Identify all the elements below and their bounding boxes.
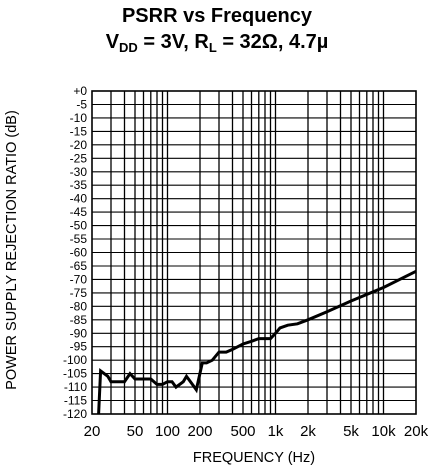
y-tick-label: -35 — [70, 178, 88, 192]
y-tick-label: -70 — [70, 272, 88, 286]
y-tick-label: -85 — [70, 313, 88, 327]
subtitle-vdd-value: = 3V, R — [137, 31, 209, 53]
x-tick-label: 5k — [343, 423, 359, 440]
plot-frame — [91, 90, 417, 415]
y-tick-label: -15 — [70, 124, 88, 138]
psrr-series-line — [97, 269, 417, 415]
subtitle-vdd: V — [105, 31, 120, 53]
subtitle-rl-value: = 32Ω, 4.7µ — [216, 31, 329, 53]
x-tick-labels: 20 50 100 200 500 1k 2k 5k 10k 20k — [84, 423, 429, 440]
subtitle-rl-subscript: L — [208, 40, 217, 55]
y-tick-label: -60 — [70, 246, 88, 260]
y-tick-label: -25 — [70, 151, 88, 165]
x-tick-label: 200 — [187, 423, 212, 440]
y-tick-label: -40 — [70, 192, 88, 206]
y-tick-label: -110 — [64, 380, 87, 394]
y-tick-label: +0 — [73, 84, 87, 98]
x-tick-label: 20k — [404, 423, 429, 440]
x-tick-label: 50 — [127, 423, 144, 440]
y-tick-label: -20 — [70, 138, 88, 152]
y-tick-labels: +0-5-10-15-20-25-30-35-40-45-50-55-60-65… — [63, 84, 87, 421]
y-tick-label: -95 — [70, 340, 88, 354]
y-tick-label: -55 — [70, 232, 88, 246]
y-tick-label: -120 — [63, 407, 87, 421]
y-tick-label: -75 — [70, 286, 88, 300]
x-tick-label: 100 — [155, 423, 180, 440]
y-tick-label: -105 — [63, 367, 87, 381]
x-tick-label: 500 — [230, 423, 255, 440]
chart-title: PSRR vs Frequency — [121, 5, 313, 27]
y-tick-label: -100 — [63, 353, 87, 367]
y-tick-label: -50 — [70, 219, 88, 233]
x-tick-label: 10k — [371, 423, 396, 440]
y-tick-label: -30 — [70, 165, 88, 179]
y-tick-label: -65 — [70, 259, 88, 273]
x-tick-label: 20 — [84, 423, 101, 440]
y-tick-label: -45 — [70, 205, 88, 219]
chart-subtitle: VDD = 3V, RL = 32Ω, 4.7µ — [0, 30, 434, 54]
x-tick-label: 1k — [268, 423, 284, 440]
y-tick-label: -115 — [64, 394, 87, 408]
x-tick-label: 2k — [300, 423, 316, 440]
x-axis-label: FREQUENCY (Hz) — [192, 450, 316, 466]
y-tick-label: -5 — [76, 98, 87, 112]
subtitle-vdd-subscript: DD — [119, 40, 138, 55]
y-tick-label: -10 — [70, 111, 88, 125]
y-axis-label: POWER SUPPLY REJECTION RATIO (dB) — [4, 110, 20, 390]
horizontal-gridlines — [92, 103, 416, 402]
y-tick-label: -80 — [70, 299, 88, 313]
y-tick-label: -90 — [70, 326, 88, 340]
